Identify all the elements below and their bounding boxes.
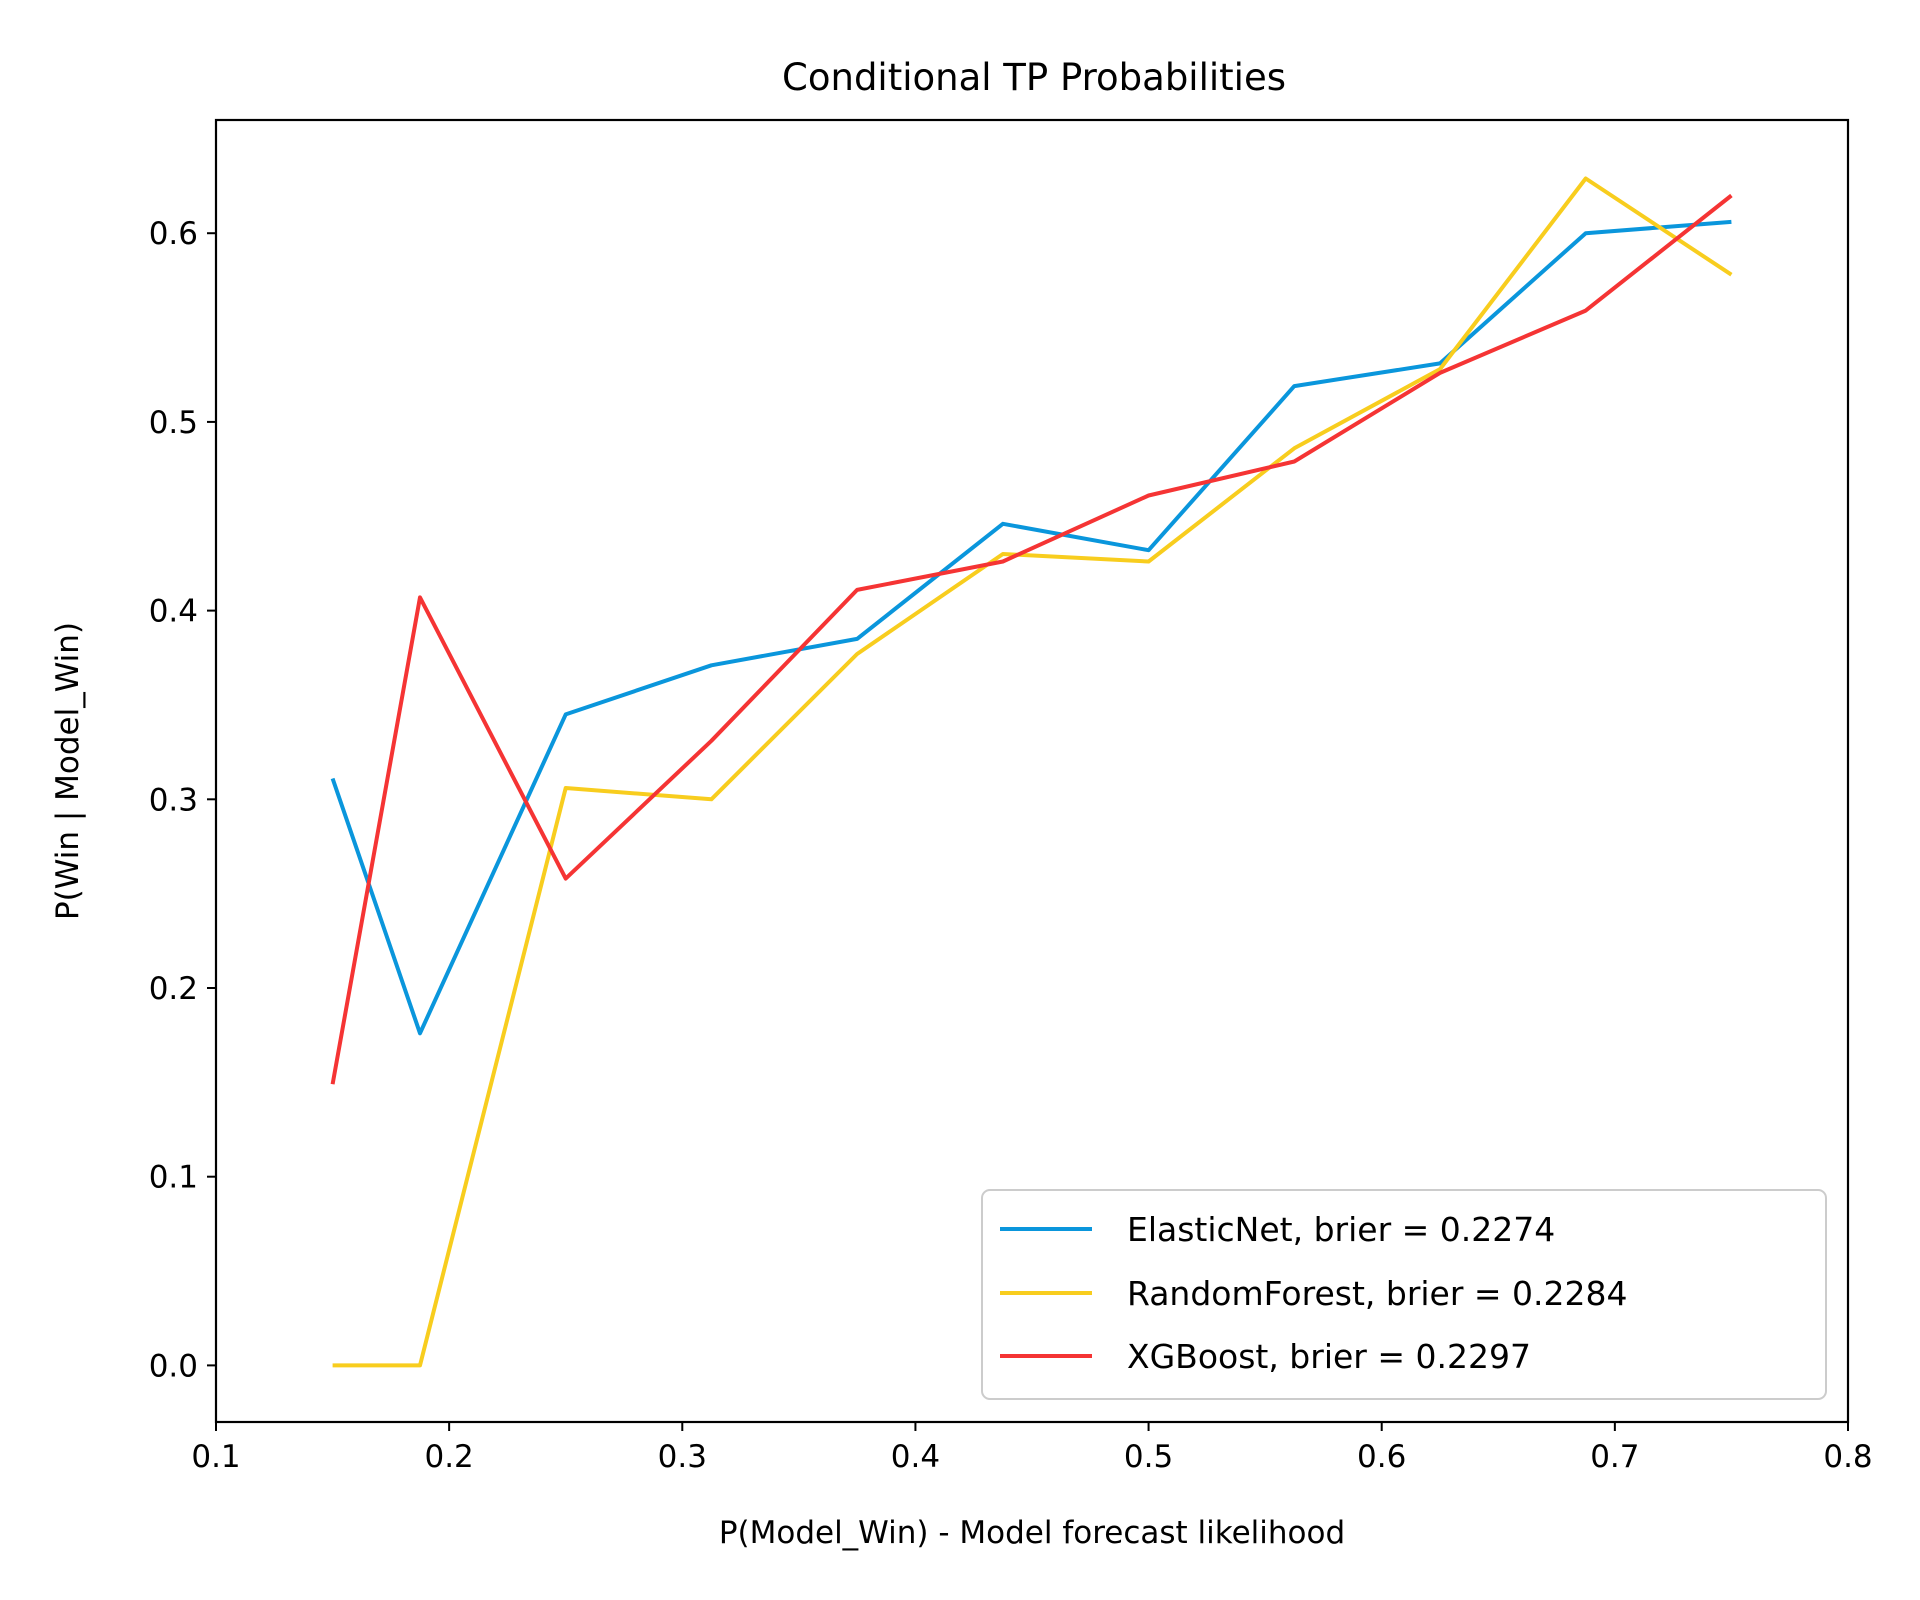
x-axis: 0.1 0.2 0.3 0.4 0.5 0.6 0.7 0.8 xyxy=(191,1422,1873,1475)
plot-lines xyxy=(330,176,1733,1368)
legend: ElasticNet, brier = 0.2274 RandomForest, … xyxy=(981,1189,1827,1400)
x-tick-label: 0.6 xyxy=(1357,1439,1406,1475)
x-tick-label: 0.7 xyxy=(1590,1439,1639,1475)
plot-frame xyxy=(214,118,1850,1424)
legend-label: RandomForest, brier = 0.2284 xyxy=(1127,1274,1628,1313)
y-tick-label: 0.3 xyxy=(149,782,198,818)
y-tick-label: 0.2 xyxy=(149,971,198,1007)
x-tick-label: 0.5 xyxy=(1124,1439,1173,1475)
x-tick-label: 0.4 xyxy=(891,1439,940,1475)
legend-label: XGBoost, brier = 0.2297 xyxy=(1127,1337,1531,1376)
x-tick-label: 0.1 xyxy=(191,1439,240,1475)
legend-label: ElasticNet, brier = 0.2274 xyxy=(1127,1210,1555,1249)
legend-box xyxy=(981,1189,1827,1400)
y-tick-label: 0.4 xyxy=(149,594,198,630)
y-tick-label: 0.0 xyxy=(149,1348,198,1384)
y-axis-label: P(Win | Model_Win) xyxy=(50,622,86,920)
x-tick-label: 0.2 xyxy=(424,1439,473,1475)
y-tick-label: 0.1 xyxy=(149,1160,198,1196)
y-tick-label: 0.5 xyxy=(149,405,198,441)
x-tick-label: 0.8 xyxy=(1823,1439,1872,1475)
y-tick-label: 0.6 xyxy=(149,216,198,252)
chart-title: Conditional TP Probabilities xyxy=(782,56,1286,99)
x-tick-label: 0.3 xyxy=(658,1439,707,1475)
x-axis-label: P(Model_Win) - Model forecast likelihood xyxy=(719,1515,1345,1551)
y-axis: 0.0 0.1 0.2 0.3 0.4 0.5 0.6 xyxy=(149,216,216,1384)
